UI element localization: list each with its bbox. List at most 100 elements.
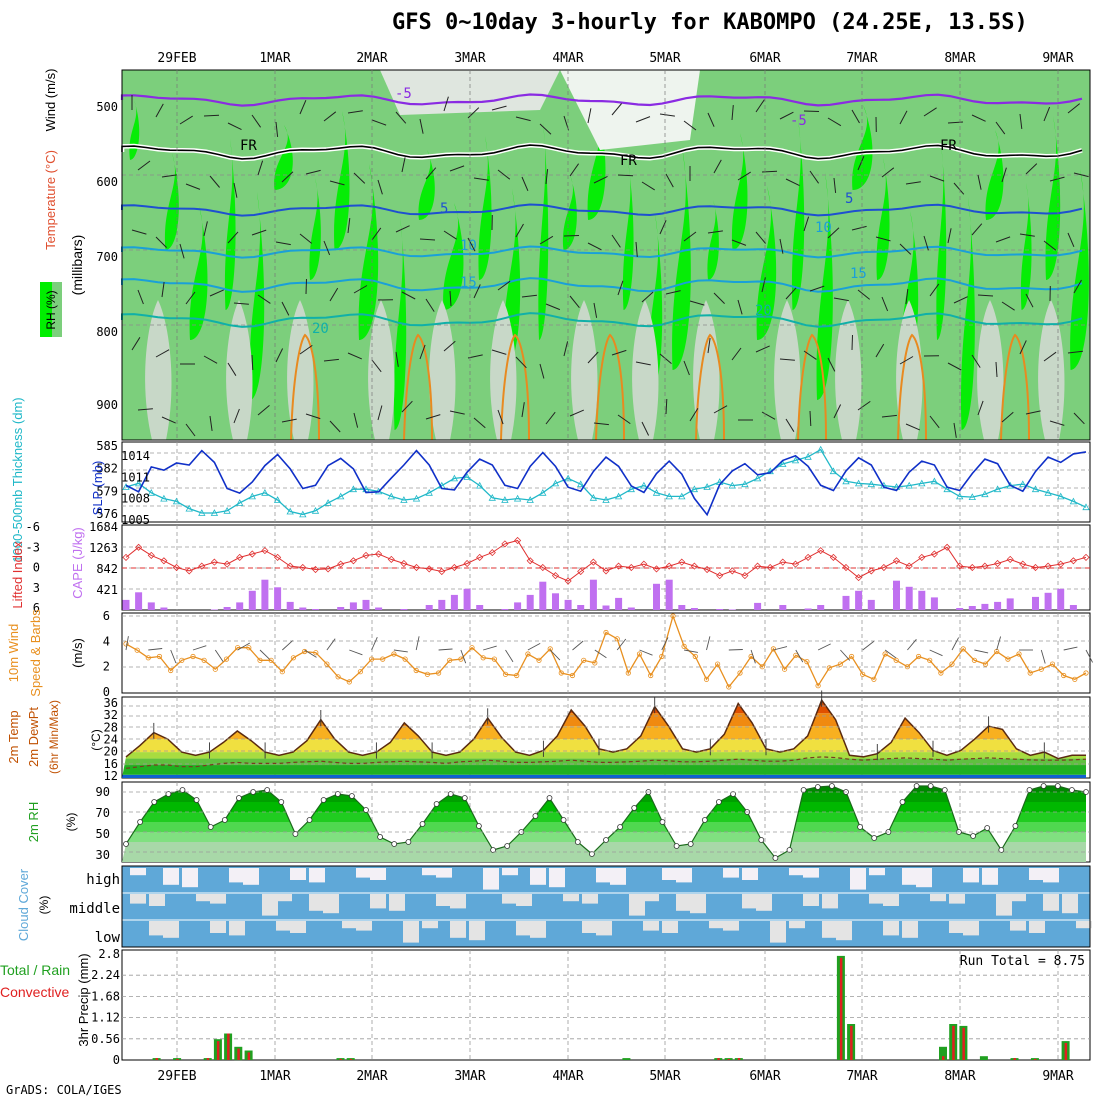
wind-point [469, 645, 475, 651]
wind-barb [617, 414, 631, 425]
thickness-point [501, 496, 509, 503]
cloud-cell [549, 868, 565, 888]
wind-point [726, 684, 732, 690]
lifted-point [450, 563, 458, 572]
wind-tick-1: 4 [103, 634, 110, 648]
wind-point [368, 656, 375, 662]
lifted-point [1057, 560, 1065, 568]
wind-barb [1073, 172, 1089, 178]
precip-tick-2: 1.68 [91, 989, 120, 1003]
thickness-point [956, 492, 964, 500]
cloud-cell [483, 868, 499, 890]
wind-point [837, 661, 844, 667]
wind-barb [515, 116, 531, 122]
lifted-point [463, 559, 471, 568]
thickness-point [172, 497, 181, 505]
wind-barb [137, 289, 144, 305]
rh-point [1026, 787, 1033, 793]
wind-barb [611, 103, 622, 116]
rh-point [546, 795, 553, 801]
wind-barb [659, 220, 667, 235]
wind-barb [1025, 163, 1038, 175]
rh-point [377, 834, 384, 840]
lifted-point [728, 567, 736, 575]
cloud-cell [996, 894, 1012, 916]
cape-bar [337, 607, 345, 610]
cape-tick-0: 1684 [89, 520, 118, 534]
pressure-tick-2: 700 [96, 250, 118, 264]
cloud-cell [422, 868, 438, 876]
thickness-point [842, 477, 850, 485]
cloud-cell [182, 868, 198, 888]
rh-dry-plume [490, 300, 517, 440]
wind-label-b: Speed & Barbs [28, 609, 43, 697]
contour-label-5: 5 [440, 201, 448, 217]
thickness-point [993, 485, 1002, 493]
thickness-point [1057, 492, 1065, 500]
date-bottom-3: 3MAR [454, 1069, 485, 1084]
wind-barb-10m [795, 649, 804, 663]
wind-barb [449, 290, 452, 307]
wind-barb-10m [192, 645, 207, 651]
thickness-point [539, 488, 547, 496]
wind-barb [275, 241, 291, 246]
rh-band-5 [122, 792, 1086, 802]
lifted-point [375, 550, 383, 558]
cape-bar [716, 609, 724, 610]
cape-bar [299, 607, 307, 610]
wind-barb [257, 160, 264, 176]
cloud-cell [629, 894, 645, 916]
wind-barb [521, 176, 529, 191]
wind-barb-10m [349, 649, 363, 656]
cloud-cell [742, 894, 758, 909]
wind-point [871, 676, 877, 682]
wind-barb [899, 356, 914, 365]
cape-bar [539, 581, 547, 610]
lifted-point [779, 558, 787, 566]
rh-point [363, 807, 369, 813]
isotherm-10 [121, 245, 1083, 259]
precip-conv-bar [850, 1025, 853, 1060]
contour-label-3: FR [620, 153, 637, 169]
cloud-cell [262, 894, 278, 916]
lifted-point [1069, 557, 1077, 565]
wind-barb [635, 361, 651, 366]
wind-point [815, 683, 821, 689]
lifted-tick-0: -6 [26, 520, 40, 534]
lifted-point [488, 549, 496, 557]
wind-point [770, 646, 777, 652]
precip-conv-bar [717, 1058, 720, 1060]
cloud-cell [662, 921, 678, 933]
wind-barb [809, 170, 820, 184]
cape-tick-1: 1263 [89, 541, 118, 555]
wind-point [848, 653, 855, 660]
cape-bar [1032, 596, 1039, 610]
precip-conv-bar [737, 1058, 741, 1060]
wind-frame [121, 612, 1091, 694]
cape-tick-3: 421 [96, 583, 118, 597]
cape-bar [956, 608, 964, 610]
thickness-point [526, 496, 534, 503]
wind-barb [251, 229, 267, 236]
temp-tick-1: 32 [104, 708, 118, 722]
rh-dry-plume [774, 300, 801, 440]
rh-tick-3: 30 [96, 848, 110, 862]
rh-point [475, 823, 482, 829]
wind-barb-10m [326, 638, 336, 651]
wind-barb [683, 360, 690, 376]
cloud-cell [196, 894, 212, 902]
lifted-point [892, 557, 901, 565]
rh-dry-plume [632, 300, 659, 440]
rh-point [786, 847, 793, 853]
wind-barb [857, 289, 871, 300]
wind-barb [971, 354, 981, 368]
wind-point [257, 657, 263, 663]
cloud-cell [422, 921, 438, 929]
wind-point [1072, 676, 1078, 682]
cloud-cell [949, 921, 965, 933]
cape-bar [425, 605, 433, 610]
wind-barb [1001, 301, 1015, 311]
cloud-cell [403, 921, 419, 943]
cape-bar [754, 602, 762, 610]
wind-barb [665, 290, 681, 295]
